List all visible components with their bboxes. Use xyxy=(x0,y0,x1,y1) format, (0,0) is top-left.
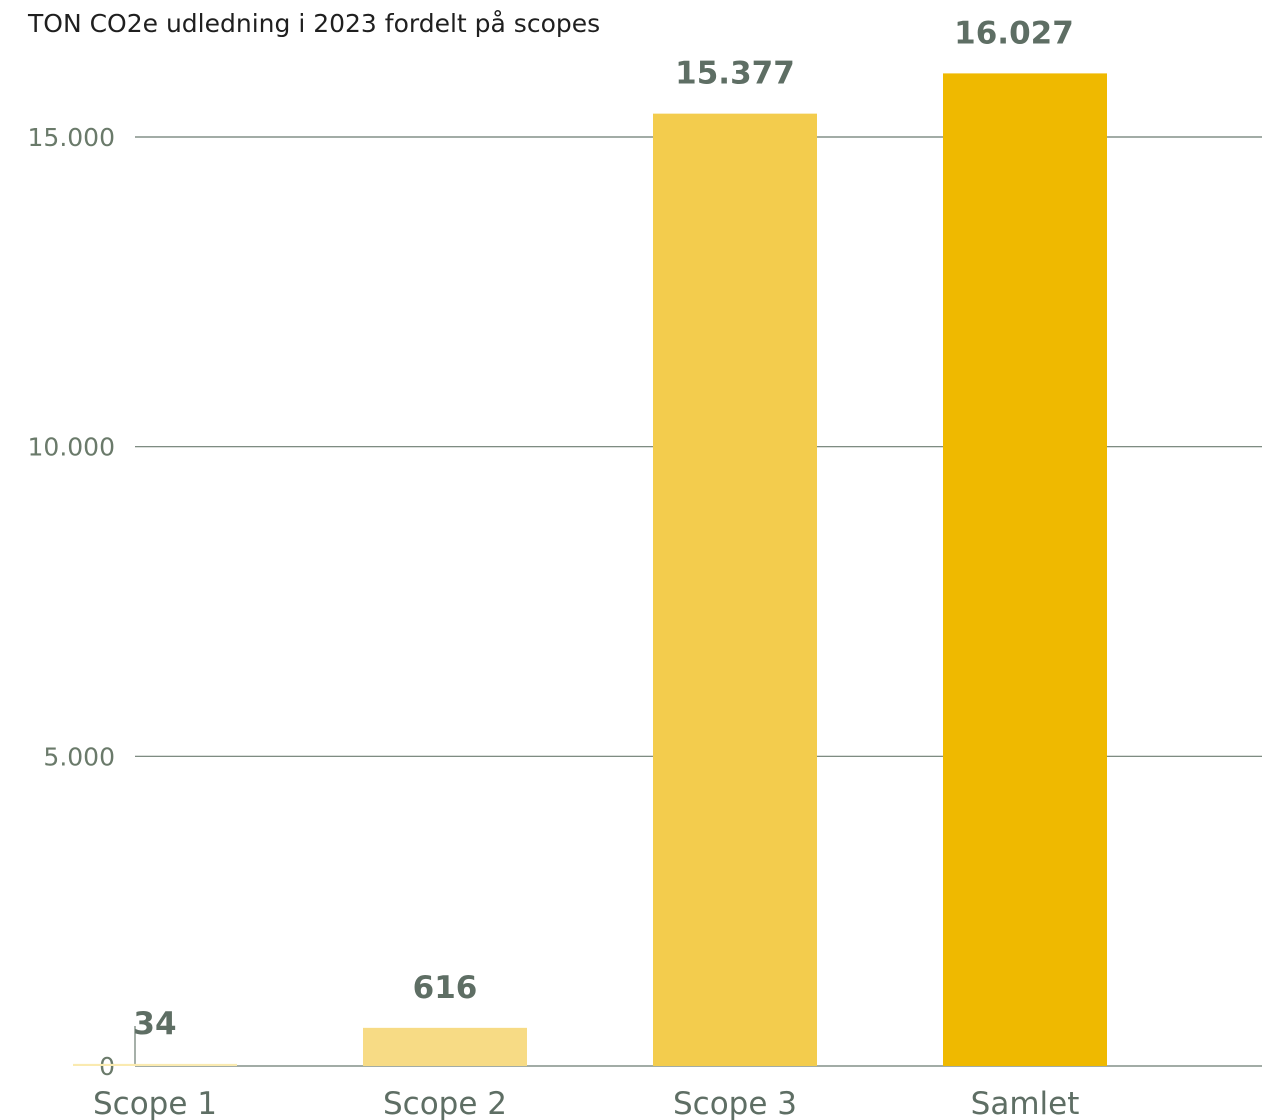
y-tick-label: 0 xyxy=(99,1052,115,1081)
y-tick-label: 5.000 xyxy=(43,742,115,771)
value-label: 616 xyxy=(413,970,478,1006)
y-tick-label: 10.000 xyxy=(28,433,115,462)
y-tick-label: 15.000 xyxy=(28,123,115,152)
x-category-label: Samlet xyxy=(971,1086,1080,1120)
bar-scope-3 xyxy=(653,113,817,1067)
bar-scope-1 xyxy=(73,1063,237,1066)
x-axis-categories: Scope 1 Scope 2 Scope 3 Samlet xyxy=(93,1086,1079,1120)
bar-samlet xyxy=(943,73,1107,1066)
chart-title: TON CO2e udledning i 2023 fordelt på sco… xyxy=(27,9,600,38)
value-labels: 34 616 15.377 16.027 xyxy=(133,15,1073,1041)
bars xyxy=(73,73,1107,1067)
x-category-label: Scope 1 xyxy=(93,1086,217,1120)
value-label: 16.027 xyxy=(954,15,1074,51)
value-label: 34 xyxy=(133,1006,176,1042)
bar-scope-2 xyxy=(363,1027,527,1066)
x-category-label: Scope 2 xyxy=(383,1086,507,1120)
y-axis-ticks: 0 5.000 10.000 15.000 xyxy=(28,123,115,1081)
value-label: 15.377 xyxy=(675,56,795,92)
x-category-label: Scope 3 xyxy=(673,1086,797,1120)
